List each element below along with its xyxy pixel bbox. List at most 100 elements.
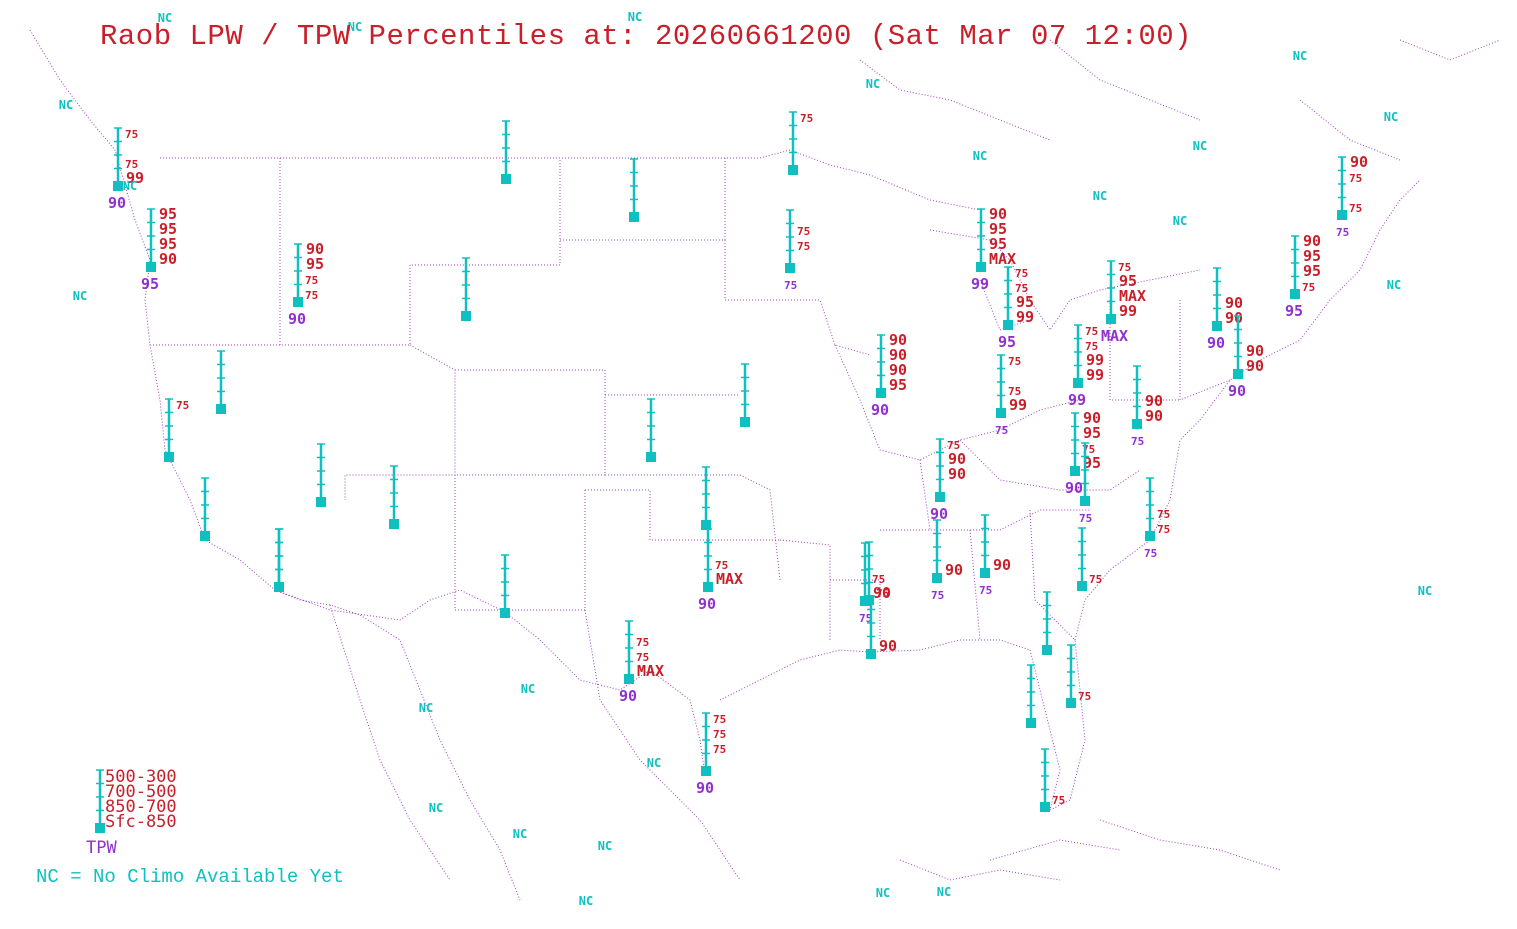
station-s31-base xyxy=(1106,314,1116,324)
station-s23-l4-label: MAX xyxy=(989,250,1016,268)
nc-marker: NC xyxy=(521,682,535,696)
nc-marker: NC xyxy=(59,98,73,112)
station-s26-l3-label: 90 xyxy=(948,465,966,483)
station-s42 xyxy=(1042,591,1052,655)
canada-provinces xyxy=(859,39,1501,161)
station-s06-l4-label: 75 xyxy=(305,289,318,302)
station-s39-tpw-label: 95 xyxy=(1285,302,1303,320)
coastline-west xyxy=(29,29,521,901)
station-s20-l4-label: MAX xyxy=(637,662,664,680)
station-s13-base xyxy=(389,519,399,529)
station-s33-tpw-label: 90 xyxy=(1065,479,1083,497)
station-s28-l4-label: 90 xyxy=(945,561,963,579)
station-s40-l4-label: 90 xyxy=(1246,357,1264,375)
nc-marker: NC xyxy=(1384,110,1398,124)
station-s37-base xyxy=(1077,581,1087,591)
mexico-interior xyxy=(329,604,1121,881)
station-s41-l4-label: 75 xyxy=(1349,202,1362,215)
station-s29-l4-label: 90 xyxy=(993,556,1011,574)
nc-marker: NC xyxy=(647,756,661,770)
nc-marker: NC xyxy=(973,149,987,163)
station-s08-base xyxy=(501,174,511,184)
station-s03-base xyxy=(164,452,174,462)
station-s09 xyxy=(629,158,639,222)
station-s18-base xyxy=(701,520,711,530)
legend-layer-4: Sfc-850 xyxy=(105,812,177,832)
legend-layer-1: 500-300 xyxy=(105,767,177,787)
station-s19-base xyxy=(703,582,713,592)
station-s36-l3-label: 75 xyxy=(1157,508,1170,521)
station-s34-base xyxy=(1132,419,1142,429)
station-s30-l4-label: 90 xyxy=(879,637,897,655)
station-s42-base xyxy=(1042,645,1052,655)
station-s05-base xyxy=(200,531,210,541)
station-s31-l4-label: 99 xyxy=(1119,302,1137,320)
station-s21-l2-label: 75 xyxy=(713,728,726,741)
station-s02-base xyxy=(146,262,156,272)
station-s43-base xyxy=(1066,698,1076,708)
station-s07: 75 75 75 xyxy=(784,209,810,292)
station-s47-base xyxy=(274,582,284,592)
nc-marker: NC xyxy=(419,701,433,715)
station-s02-l4-label: 90 xyxy=(159,250,177,268)
station-s32-tpw-label: 99 xyxy=(1068,391,1086,409)
station-s17 xyxy=(740,363,750,427)
station-s23-base xyxy=(976,262,986,272)
station-s29-tpw-label: 75 xyxy=(979,584,992,597)
station-s40-base xyxy=(1233,369,1243,379)
station-s46-l4-label: 75 xyxy=(876,587,889,600)
station-s21: 75 75 75 90 xyxy=(696,712,726,797)
station-s41-tpw-label: 75 xyxy=(1336,226,1349,239)
station-s28-tpw-label: 75 xyxy=(931,589,944,602)
station-s08 xyxy=(501,120,511,184)
station-s10: 75 xyxy=(788,111,813,175)
stations-layer: 7575999095959590957590957575907575757575… xyxy=(108,111,1368,812)
station-s38-l4-label: 90 xyxy=(1225,309,1243,327)
station-s29-base xyxy=(980,568,990,578)
station-s45: 75 xyxy=(1040,748,1065,812)
station-s06-l3-label: 75 xyxy=(305,274,318,287)
station-s33-l2-label: 95 xyxy=(1083,424,1101,442)
border-mexico xyxy=(274,589,506,621)
station-s09-base xyxy=(629,212,639,222)
station-s22-l3-label: 90 xyxy=(889,361,907,379)
station-s06-tpw-label: 90 xyxy=(288,310,306,328)
legend-thermometer-base xyxy=(95,823,105,833)
station-s07-l3-label: 75 xyxy=(797,240,810,253)
station-s01-l1-label: 75 xyxy=(125,128,138,141)
station-s24-l1-label: 75 xyxy=(1015,267,1028,280)
station-s32-base xyxy=(1073,378,1083,388)
station-s13 xyxy=(389,465,399,529)
station-s20-l3-label: 75 xyxy=(636,651,649,664)
station-s31-l1-label: 75 xyxy=(1118,261,1131,274)
station-s41-l2-label: 75 xyxy=(1349,172,1362,185)
station-s33-l4-label: 95 xyxy=(1083,454,1101,472)
station-s39-l1-label: 90 xyxy=(1303,232,1321,250)
nc-marker: NC xyxy=(876,886,890,900)
station-s03-l1-label: 75 xyxy=(176,399,189,412)
station-s01-tpw-label: 90 xyxy=(108,194,126,212)
nc-marker: NC xyxy=(937,885,951,899)
station-s39-base xyxy=(1290,289,1300,299)
station-s17-base xyxy=(740,417,750,427)
station-s23-l1-label: 90 xyxy=(989,205,1007,223)
station-s06-l2-label: 95 xyxy=(306,255,324,273)
cuba xyxy=(1099,819,1281,871)
station-s39-l4-label: 75 xyxy=(1302,281,1315,294)
station-s21-base xyxy=(701,766,711,776)
station-s24-base xyxy=(1003,320,1013,330)
station-s24-tpw-label: 95 xyxy=(998,333,1016,351)
